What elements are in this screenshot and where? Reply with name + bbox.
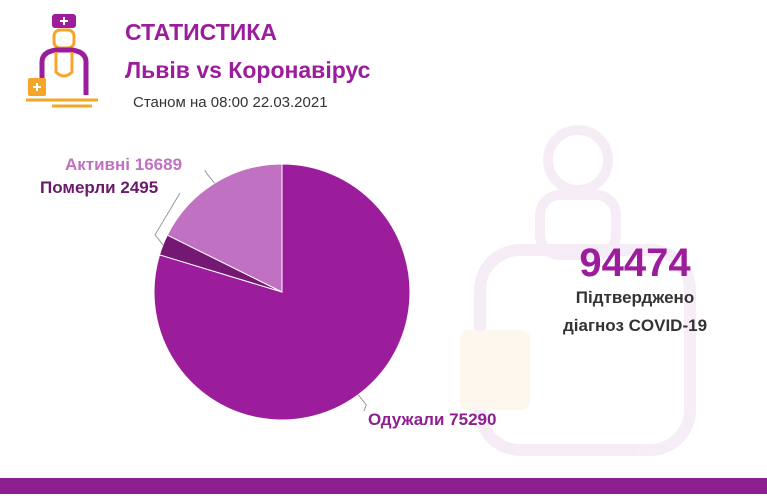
subtitle: Львів vs Коронавірус — [125, 57, 371, 83]
logo — [26, 14, 98, 108]
footer-bar — [0, 478, 767, 494]
slice-category: Померли — [40, 178, 116, 197]
total-label: діагноз COVID-19 — [563, 316, 707, 335]
date: Станом на 08:00 22.03.2021 — [133, 94, 328, 111]
total-label: Підтверджено — [576, 288, 694, 307]
watermark — [460, 125, 696, 456]
slice-category: Активні — [65, 155, 130, 174]
leader-line — [357, 394, 367, 412]
leader-line — [154, 192, 181, 246]
pie: Одужали 75290 Померли 2495 Активні 16689 — [40, 155, 496, 429]
slice-category: Одужали — [368, 410, 444, 429]
slice-value: 75290 — [449, 410, 496, 429]
total-value: 94474 — [579, 241, 691, 285]
slice-label: Активні 16689 — [65, 155, 182, 174]
leader-line — [204, 169, 215, 184]
slice-value: 16689 — [135, 155, 182, 174]
slice-label: Одужали 75290 — [368, 410, 496, 429]
title: СТАТИСТИКА — [125, 19, 277, 45]
slice-value: 2495 — [120, 178, 158, 197]
slice-label: Померли 2495 — [40, 178, 158, 197]
